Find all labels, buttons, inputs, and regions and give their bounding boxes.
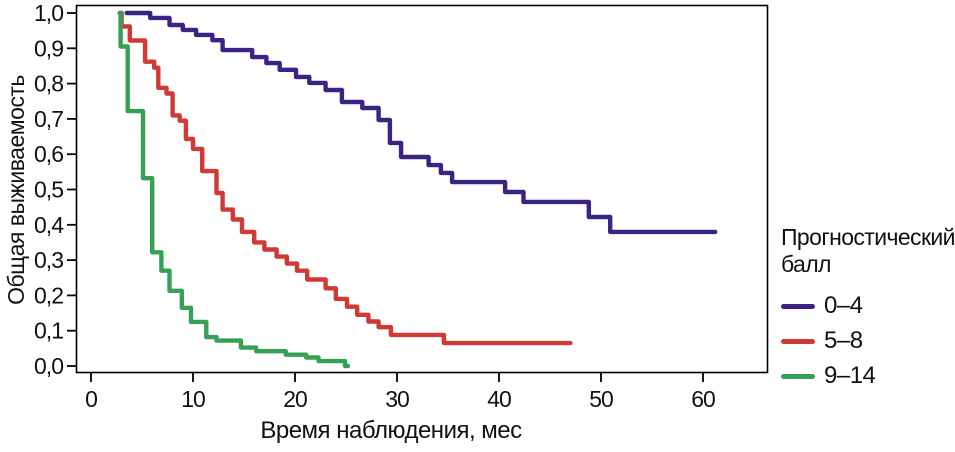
survival-curve-9-14 [117,10,351,369]
legend-label: 5–8 [824,327,863,354]
survival-curve-0-4 [124,10,718,235]
x-tick-label: 10 [181,386,205,412]
y-tick-label: 0,2 [34,282,63,308]
legend-title: Прогностический балл [781,224,955,277]
y-tick-label: 0,9 [34,35,63,61]
legend-row-5-8: 5–8 [781,326,955,356]
y-tick-label: 0,6 [34,141,63,167]
x-tick-label: 20 [283,386,307,412]
y-tick-label: 0,4 [34,212,64,238]
legend-items: 0–4 5–8 9–14 [781,291,955,391]
legend-label: 0–4 [824,292,863,319]
y-tick-label: 0,0 [34,353,63,379]
x-tick-label: 30 [385,386,409,412]
legend-label: 9–14 [824,362,876,389]
y-axis-title: Общая выживаемость [3,75,29,305]
legend-swatch [781,338,815,344]
survival-curve-5-8 [117,10,573,346]
x-tick-label: 50 [589,386,613,412]
x-tick-label: 0 [85,386,97,412]
legend-swatch [781,303,815,309]
y-tick-label: 0,3 [34,247,63,273]
legend-swatch [781,373,815,379]
x-axis-title: Время наблюдения, мес [260,417,522,444]
y-tick-label: 1,0 [34,0,63,26]
plot-frame [75,4,769,374]
legend: Прогностический балл 0–4 5–8 9–14 [781,224,955,396]
legend-row-0-4: 0–4 [781,291,955,321]
y-tick-label: 0,5 [34,177,63,203]
x-tick-label: 40 [487,386,511,412]
y-tick-label: 0,1 [34,318,63,344]
x-tick-label: 60 [691,386,715,412]
y-tick-label: 0,7 [34,106,63,132]
y-tick-label: 0,8 [34,71,63,97]
legend-row-9-14: 9–14 [781,361,955,391]
